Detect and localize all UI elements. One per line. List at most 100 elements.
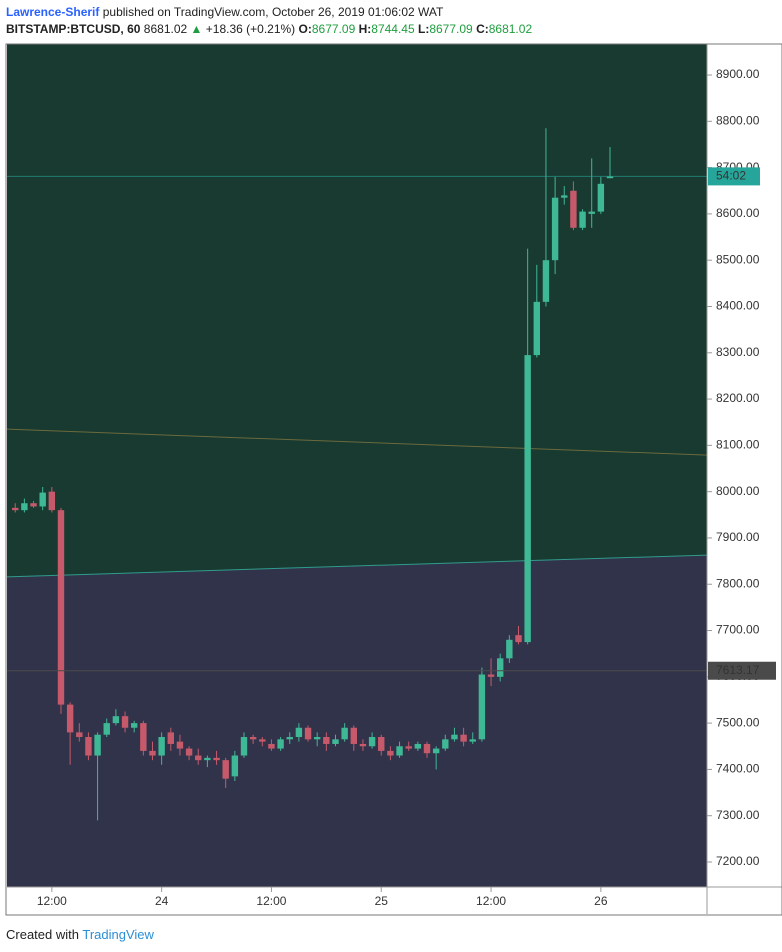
candle-body xyxy=(295,727,303,738)
candle-body xyxy=(176,741,184,749)
y-tick-label: 7800.00 xyxy=(716,576,760,590)
symbol: BITSTAMP:BTCUSD, 60 xyxy=(6,22,141,36)
y-tick-label: 8200.00 xyxy=(716,391,760,405)
candle-body xyxy=(195,755,202,761)
candle-body xyxy=(387,750,394,756)
y-tick-label: 8800.00 xyxy=(716,113,760,127)
x-tick-label: 24 xyxy=(155,894,169,908)
published: published on TradingView.com, October 26… xyxy=(102,5,444,19)
x-tick-label: 25 xyxy=(375,894,389,908)
candle-body xyxy=(350,727,357,744)
candle-body xyxy=(158,737,165,756)
candle-body xyxy=(112,716,120,724)
y-tick-label: 7300.00 xyxy=(716,808,760,822)
candle-body xyxy=(48,491,56,511)
candle-body xyxy=(57,510,65,705)
candle-body xyxy=(204,757,211,761)
candle-body xyxy=(140,723,147,751)
candle-body xyxy=(368,737,376,747)
candle-body xyxy=(378,737,385,751)
y-tick-label: 8600.00 xyxy=(716,206,760,220)
price-badge xyxy=(708,661,776,680)
candle-body xyxy=(85,737,92,756)
candle-body xyxy=(249,737,257,740)
candle-body xyxy=(442,739,449,749)
candle-body xyxy=(213,757,220,761)
y-tick-label: 7400.00 xyxy=(716,762,760,776)
frame xyxy=(5,43,782,916)
footer: Created with TradingView xyxy=(6,927,154,942)
candle-body xyxy=(570,190,577,228)
arrow: ▲ xyxy=(190,22,203,36)
y-tick-label: 8300.00 xyxy=(716,345,760,359)
candle-body xyxy=(469,739,476,742)
zone-line xyxy=(6,554,708,578)
candle-body xyxy=(396,746,403,756)
candle-body xyxy=(588,211,595,214)
h-label: H: xyxy=(358,22,372,36)
candle-body xyxy=(167,732,174,744)
candle-body xyxy=(323,737,330,744)
candle-body xyxy=(423,743,431,754)
candle-body xyxy=(451,734,458,740)
y-tick-label: 8500.00 xyxy=(716,252,760,266)
zone-above xyxy=(7,44,707,577)
candle-body xyxy=(130,723,138,728)
candle-body xyxy=(149,750,156,756)
candle-body xyxy=(405,746,412,749)
candle-body xyxy=(606,176,614,179)
countdown-badge xyxy=(708,167,760,186)
candle-body xyxy=(524,355,531,643)
candle-body xyxy=(313,737,321,740)
candle-body xyxy=(506,639,513,659)
candle-body xyxy=(30,503,37,507)
candle-body xyxy=(76,732,83,738)
candle-body xyxy=(121,716,129,728)
l: 8677.09 xyxy=(429,22,473,36)
countdown-label: 54:02 xyxy=(716,169,746,183)
o: 8677.09 xyxy=(311,22,356,36)
author[interactable]: Lawrence-Sherif xyxy=(6,5,100,19)
candle-body xyxy=(414,743,422,749)
candle-body xyxy=(359,743,367,747)
candle-body xyxy=(579,211,586,228)
brand[interactable]: TradingView xyxy=(82,927,154,942)
last: 8681.02 xyxy=(143,22,188,36)
price-badge-label: 7613.17 xyxy=(716,663,760,677)
y-tick-label: 7900.00 xyxy=(716,530,760,544)
candle-body xyxy=(103,723,110,735)
candle-body xyxy=(240,737,248,756)
candle-body xyxy=(460,734,467,742)
candle-body xyxy=(515,635,522,643)
candle-body xyxy=(66,704,74,733)
y-tick-label: 8400.00 xyxy=(716,299,760,313)
candle-body xyxy=(487,674,495,677)
y-tick-label: 8100.00 xyxy=(716,438,760,452)
candle-body xyxy=(432,748,440,754)
candle-body xyxy=(551,197,559,261)
y-tick-label: 8900.00 xyxy=(716,67,760,81)
candle-body xyxy=(231,755,239,777)
candle-body xyxy=(12,507,19,511)
y-tick-label: 7200.00 xyxy=(716,854,760,868)
y-tick-label: 7700.00 xyxy=(716,623,760,637)
candle-body xyxy=(561,195,568,198)
candle-body xyxy=(478,674,486,740)
x-tick-label: 12:00 xyxy=(37,894,67,908)
trend-line xyxy=(6,428,708,456)
candle-body xyxy=(597,183,605,212)
h: 8744.45 xyxy=(371,22,415,36)
zone-below xyxy=(7,555,707,887)
x-tick-label: 12:00 xyxy=(256,894,286,908)
candle-body xyxy=(39,492,46,507)
candle-body xyxy=(185,748,193,756)
candle-body xyxy=(533,301,541,356)
x-tick-label: 26 xyxy=(594,894,608,908)
candle-body xyxy=(94,734,101,756)
c: 8681.02 xyxy=(488,22,533,36)
candle-body xyxy=(497,658,504,677)
candle-body xyxy=(259,739,266,742)
candle-body xyxy=(268,743,275,749)
l-label: L: xyxy=(418,22,430,36)
y-tick-label: 8000.00 xyxy=(716,484,760,498)
